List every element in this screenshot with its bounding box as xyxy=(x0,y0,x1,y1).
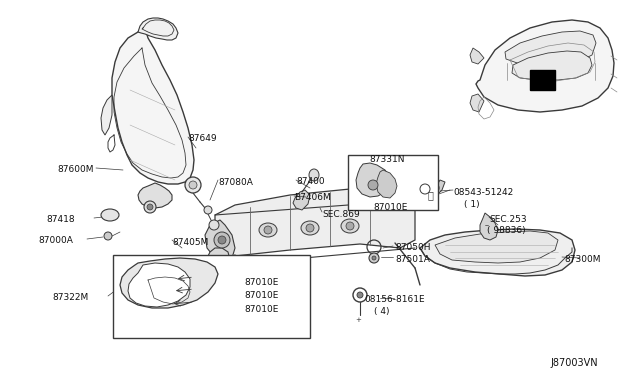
Text: 87080A: 87080A xyxy=(218,178,253,187)
Text: 87000A: 87000A xyxy=(38,236,73,245)
Text: SEC.869: SEC.869 xyxy=(322,210,360,219)
Text: 08543-51242: 08543-51242 xyxy=(453,188,513,197)
Text: 87649: 87649 xyxy=(188,134,216,143)
Text: ( 1): ( 1) xyxy=(464,200,479,209)
Text: 87331N: 87331N xyxy=(369,155,404,164)
Ellipse shape xyxy=(346,222,354,230)
Ellipse shape xyxy=(264,226,272,234)
Polygon shape xyxy=(112,28,194,184)
Text: SEC.253: SEC.253 xyxy=(489,215,527,224)
Text: 87418: 87418 xyxy=(46,215,75,224)
Text: Ⓢ: Ⓢ xyxy=(427,190,433,200)
Polygon shape xyxy=(470,48,484,64)
Text: +: + xyxy=(355,317,361,323)
Polygon shape xyxy=(138,18,178,40)
Text: J87003VN: J87003VN xyxy=(550,358,598,368)
Text: 87010E: 87010E xyxy=(244,278,278,287)
Ellipse shape xyxy=(259,223,277,237)
Text: 87010E: 87010E xyxy=(244,305,278,314)
Polygon shape xyxy=(530,70,555,90)
Text: 87405M: 87405M xyxy=(172,238,209,247)
Polygon shape xyxy=(505,31,596,67)
Polygon shape xyxy=(480,213,498,240)
FancyBboxPatch shape xyxy=(113,255,310,338)
Text: 87600M: 87600M xyxy=(57,165,93,174)
Polygon shape xyxy=(293,190,310,210)
Polygon shape xyxy=(437,180,445,193)
Ellipse shape xyxy=(309,169,319,181)
Ellipse shape xyxy=(144,201,156,213)
Ellipse shape xyxy=(189,181,197,189)
Polygon shape xyxy=(470,94,484,112)
Ellipse shape xyxy=(341,219,359,233)
Text: 87010E: 87010E xyxy=(244,291,278,300)
Text: 87050H: 87050H xyxy=(395,243,431,252)
Ellipse shape xyxy=(214,232,230,248)
Ellipse shape xyxy=(306,224,314,232)
Ellipse shape xyxy=(147,204,153,210)
Polygon shape xyxy=(215,188,415,266)
Ellipse shape xyxy=(104,232,112,240)
Polygon shape xyxy=(420,229,575,276)
Text: B7406M: B7406M xyxy=(294,193,331,202)
Polygon shape xyxy=(205,248,230,282)
Polygon shape xyxy=(120,258,218,308)
Polygon shape xyxy=(435,231,558,263)
Polygon shape xyxy=(138,183,172,208)
FancyBboxPatch shape xyxy=(348,155,438,210)
Polygon shape xyxy=(205,220,235,262)
Ellipse shape xyxy=(369,253,379,263)
Polygon shape xyxy=(512,51,592,80)
Ellipse shape xyxy=(368,180,378,190)
Polygon shape xyxy=(476,20,614,112)
Text: 87010E: 87010E xyxy=(373,203,408,212)
Text: ( 4): ( 4) xyxy=(374,307,390,316)
Text: 08156-8161E: 08156-8161E xyxy=(364,295,424,304)
Polygon shape xyxy=(356,163,390,197)
Ellipse shape xyxy=(209,220,219,230)
Polygon shape xyxy=(101,95,112,135)
Polygon shape xyxy=(376,170,397,198)
Ellipse shape xyxy=(218,236,226,244)
Text: 87300M: 87300M xyxy=(564,255,600,264)
Polygon shape xyxy=(128,263,190,307)
Text: 87322M: 87322M xyxy=(52,293,88,302)
Text: 87400: 87400 xyxy=(296,177,324,186)
Ellipse shape xyxy=(301,221,319,235)
Ellipse shape xyxy=(357,292,363,298)
Ellipse shape xyxy=(204,206,212,214)
Text: ( 98836): ( 98836) xyxy=(487,226,525,235)
Text: 87501A: 87501A xyxy=(395,255,430,264)
Ellipse shape xyxy=(101,209,119,221)
Ellipse shape xyxy=(372,256,376,260)
Ellipse shape xyxy=(185,177,201,193)
